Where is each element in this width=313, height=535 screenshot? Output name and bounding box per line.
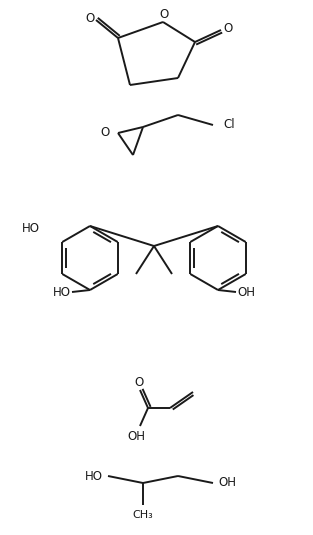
Text: HO: HO <box>22 221 40 234</box>
Text: O: O <box>134 376 144 388</box>
Text: O: O <box>159 7 169 20</box>
Text: OH: OH <box>218 477 236 490</box>
Text: HO: HO <box>53 286 71 299</box>
Text: O: O <box>85 12 95 26</box>
Text: O: O <box>223 22 233 35</box>
Text: Cl: Cl <box>223 118 235 132</box>
Text: O: O <box>101 126 110 140</box>
Text: HO: HO <box>85 470 103 483</box>
Text: OH: OH <box>127 430 145 442</box>
Text: CH₃: CH₃ <box>133 510 153 520</box>
Text: OH: OH <box>237 286 255 299</box>
